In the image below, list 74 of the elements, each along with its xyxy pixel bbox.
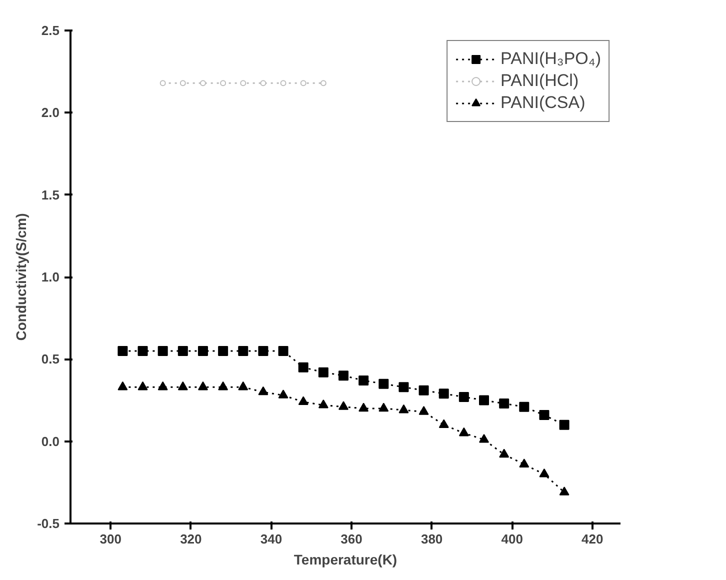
point bbox=[278, 346, 288, 356]
y-axis-title: Conductivity(S/cm) bbox=[13, 213, 30, 341]
point bbox=[278, 390, 288, 398]
point bbox=[398, 382, 409, 392]
point bbox=[118, 381, 128, 390]
point bbox=[160, 80, 166, 86]
point bbox=[178, 346, 188, 356]
point bbox=[479, 434, 490, 443]
point bbox=[260, 80, 266, 86]
point bbox=[458, 427, 469, 436]
point bbox=[358, 402, 369, 412]
y-tick-label: 1.5 bbox=[41, 187, 60, 202]
point bbox=[258, 386, 268, 396]
point bbox=[158, 381, 168, 390]
x-tick-label: 380 bbox=[420, 532, 443, 546]
point bbox=[378, 378, 389, 389]
point bbox=[238, 346, 248, 356]
x-tick-label: 320 bbox=[180, 532, 202, 546]
point bbox=[559, 486, 570, 496]
point bbox=[378, 402, 389, 412]
point bbox=[519, 402, 530, 412]
point bbox=[338, 370, 348, 381]
y-tick-label: 0.0 bbox=[41, 434, 60, 449]
x-tick-label: 340 bbox=[260, 532, 282, 546]
x-tick-label: 400 bbox=[501, 532, 523, 546]
point bbox=[320, 80, 326, 86]
point bbox=[118, 346, 128, 356]
y-tick-label: 2.0 bbox=[41, 105, 60, 120]
point bbox=[539, 468, 550, 478]
point bbox=[198, 346, 208, 356]
point bbox=[318, 367, 328, 378]
point bbox=[499, 448, 510, 458]
point bbox=[559, 420, 570, 430]
y-tick-label: 0.5 bbox=[41, 352, 60, 367]
x-tick-label: 420 bbox=[582, 532, 604, 546]
point bbox=[258, 346, 268, 356]
legend-label: PANI(HCl) bbox=[500, 71, 579, 91]
x-tick-label: 360 bbox=[340, 532, 362, 546]
point bbox=[178, 381, 188, 390]
point bbox=[358, 376, 369, 386]
point bbox=[200, 80, 206, 86]
point bbox=[138, 346, 148, 356]
point bbox=[240, 80, 246, 86]
point bbox=[398, 404, 409, 414]
legend-label: PANI(CSA) bbox=[500, 93, 586, 113]
point bbox=[338, 401, 348, 410]
point bbox=[298, 362, 308, 372]
point bbox=[158, 346, 168, 356]
point bbox=[499, 398, 510, 409]
point bbox=[198, 381, 208, 390]
point bbox=[458, 392, 469, 402]
legend-label: PANI(H₃PO₄) bbox=[500, 49, 601, 69]
point bbox=[418, 385, 429, 396]
x-tick-label: 300 bbox=[100, 532, 122, 546]
point bbox=[298, 396, 308, 405]
point bbox=[180, 80, 186, 86]
point bbox=[220, 80, 226, 86]
x-axis-title: Temperature(K) bbox=[294, 552, 398, 568]
point bbox=[438, 419, 449, 428]
point bbox=[238, 381, 248, 390]
point bbox=[318, 399, 328, 408]
y-tick-label: -0.5 bbox=[37, 516, 60, 531]
point bbox=[519, 458, 530, 468]
point bbox=[438, 388, 449, 399]
point bbox=[539, 410, 550, 420]
point bbox=[218, 381, 228, 390]
y-tick-label: 1.0 bbox=[41, 270, 60, 284]
point bbox=[138, 381, 148, 390]
point bbox=[479, 395, 490, 406]
point bbox=[418, 406, 429, 415]
point bbox=[218, 346, 228, 356]
y-tick-label: 2.5 bbox=[41, 23, 60, 38]
point bbox=[280, 80, 286, 86]
point bbox=[300, 80, 306, 86]
